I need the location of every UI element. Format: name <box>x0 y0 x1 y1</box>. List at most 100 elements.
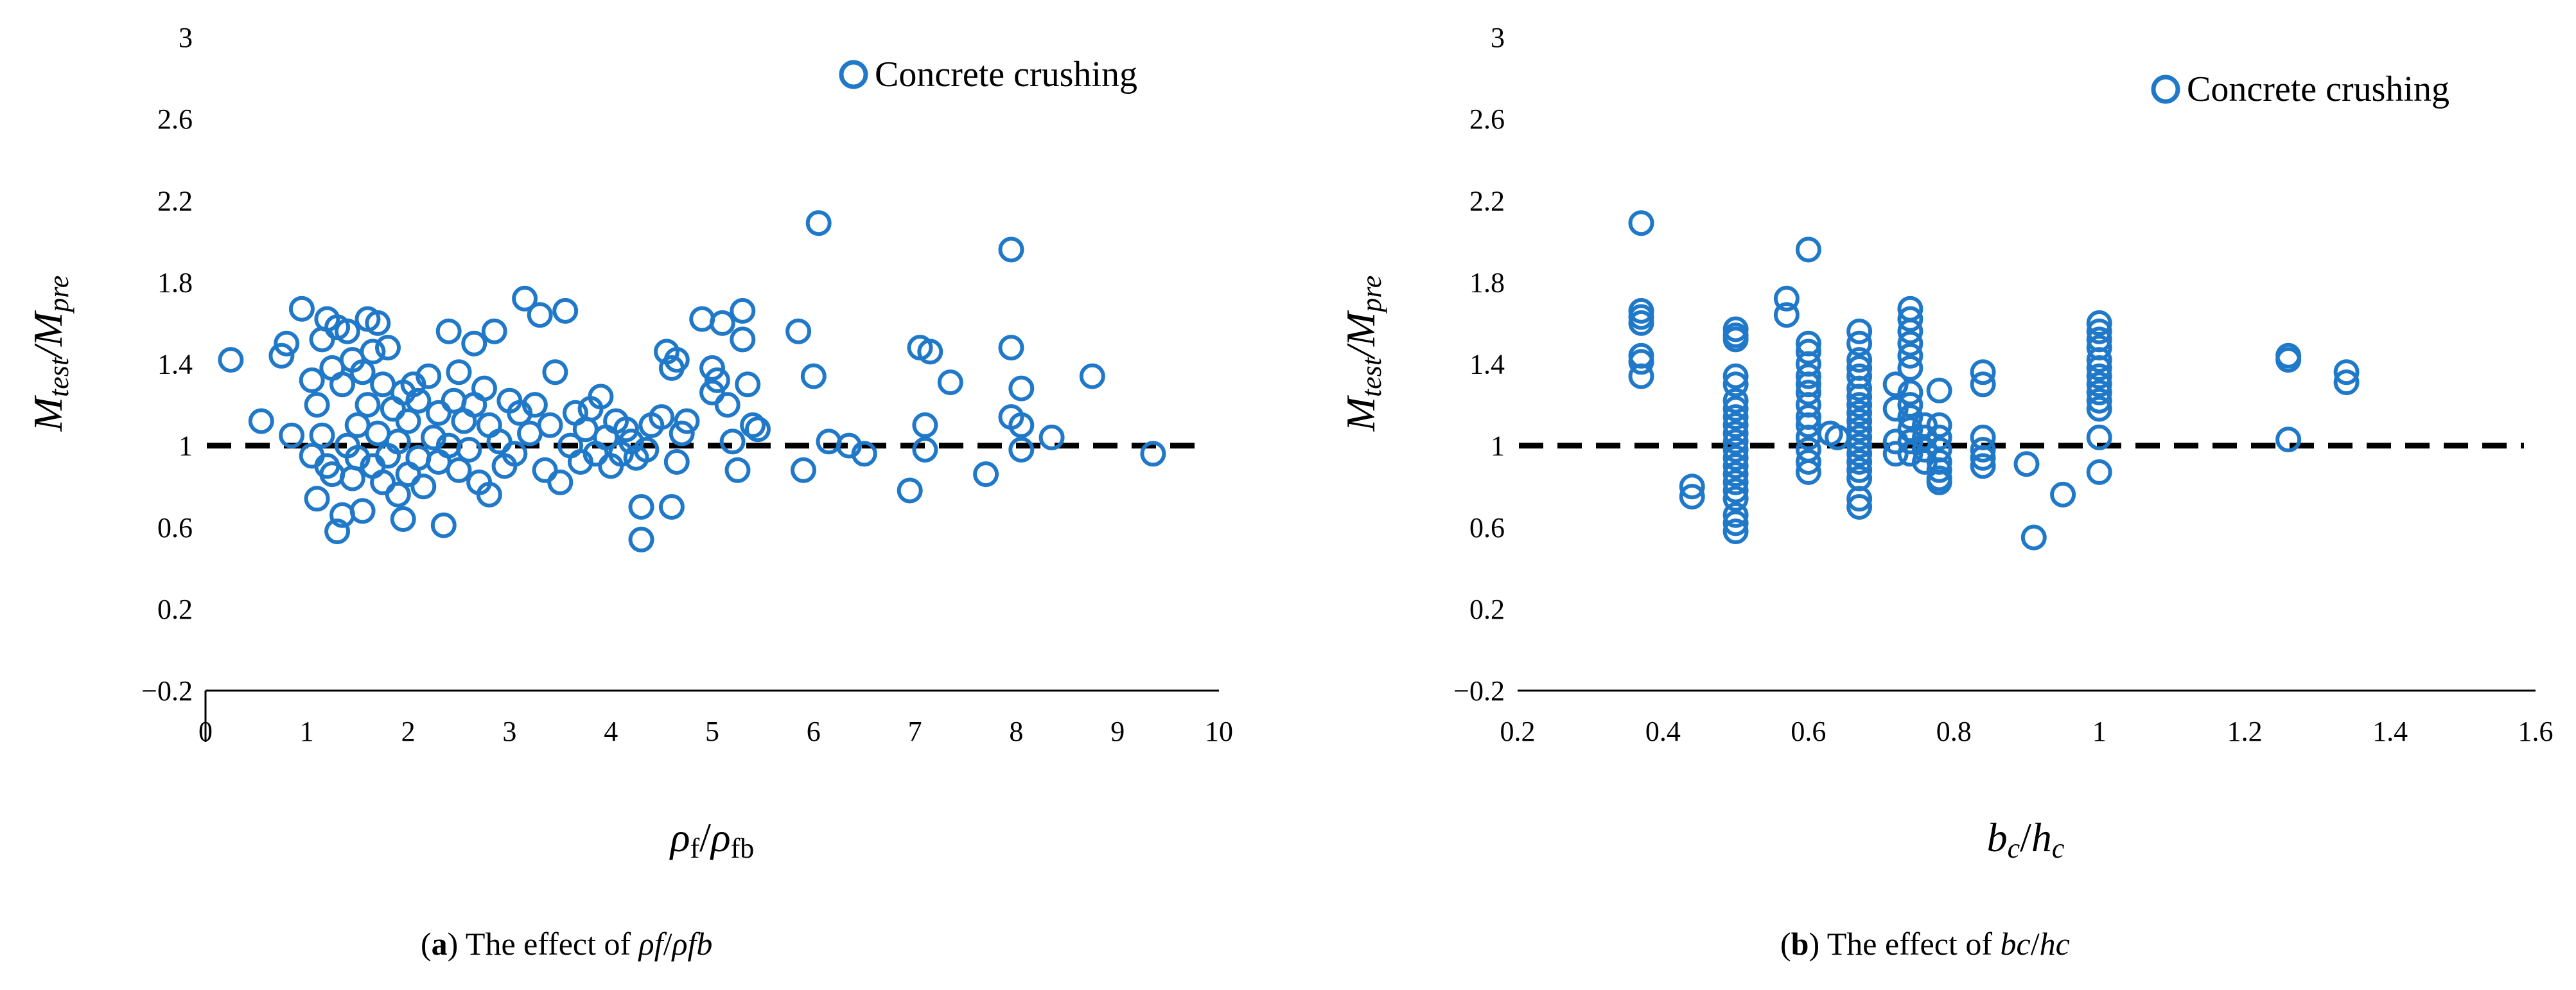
x-axis-title: bc/hc <box>1987 815 2065 864</box>
data-point <box>486 429 513 455</box>
data-point <box>2050 481 2076 508</box>
data-point <box>1722 420 1749 446</box>
data-point <box>1926 412 1952 438</box>
data-point <box>527 302 553 328</box>
data-point <box>1897 429 1923 455</box>
data-point <box>2086 310 2112 336</box>
x-axis-title: ρf/ρfb <box>669 815 755 864</box>
y-tick-label: 2.2 <box>1469 185 1505 217</box>
data-point <box>588 384 614 410</box>
x-tick-label: 3 <box>502 716 516 747</box>
y-tick-label: 1 <box>179 430 193 462</box>
data-point <box>1722 445 1749 471</box>
data-point <box>349 359 376 385</box>
data-point <box>1722 363 1749 389</box>
data-point <box>360 339 386 365</box>
data-point <box>2333 359 2360 385</box>
chart-panel-a: −0.20.20.611.41.82.22.63012345678910 Con… <box>25 22 1233 864</box>
data-point <box>1628 363 1654 389</box>
x-tick-label: 1.2 <box>2227 716 2263 747</box>
data-point <box>937 369 963 396</box>
y-tick-label: 1 <box>1491 430 1505 462</box>
data-point <box>1140 441 1166 467</box>
data-point <box>719 429 746 455</box>
data-point <box>628 494 654 520</box>
data-point <box>1773 302 1800 328</box>
data-point <box>1897 342 1923 369</box>
data-point <box>1897 380 1923 405</box>
data-point <box>912 437 938 463</box>
data-point <box>730 297 756 324</box>
data-point <box>1722 437 1749 463</box>
data-point <box>1846 494 1873 520</box>
data-point <box>1882 371 1909 398</box>
data-point <box>1846 318 1873 344</box>
y-tick-label: 2.2 <box>157 185 193 217</box>
data-point <box>552 297 579 324</box>
data-point <box>537 412 563 438</box>
data-point <box>2333 369 2360 396</box>
legend-label: Concrete crushing <box>875 55 1137 94</box>
y-tick-label: 0.2 <box>157 594 193 625</box>
data-point <box>1722 412 1749 438</box>
data-point <box>1795 339 1821 365</box>
x-tick-label: 0.6 <box>1791 716 1826 747</box>
data-point <box>674 408 700 434</box>
x-tick-label: 1.6 <box>2518 716 2554 747</box>
data-point <box>1679 484 1705 510</box>
data-point <box>735 371 761 398</box>
data-point <box>542 359 568 385</box>
data-point <box>1722 477 1749 504</box>
data-point <box>502 441 528 467</box>
data-point <box>430 512 457 538</box>
data-point <box>1722 510 1749 536</box>
y-tick-label: 3 <box>179 22 193 53</box>
data-point <box>1795 412 1821 438</box>
data-point <box>1846 347 1873 373</box>
data-point <box>299 367 325 393</box>
data-point <box>1722 518 1749 545</box>
data-point <box>628 526 654 552</box>
data-point <box>1970 453 1996 479</box>
data-point <box>633 437 660 463</box>
y-axis-title: Mtest/Mpre <box>1338 276 1387 432</box>
x-tick-label: 0.2 <box>1500 716 1536 747</box>
data-point <box>446 457 472 483</box>
y-tick-label: −0.2 <box>141 675 193 707</box>
data-point <box>1897 306 1923 332</box>
legend: Concrete crushing <box>839 55 1137 94</box>
data-point <box>663 347 690 373</box>
caption-b: (b) The effect of bc/hc <box>1780 926 2070 962</box>
data-point <box>1722 429 1749 455</box>
data-point <box>441 387 467 414</box>
data-point <box>1773 285 1800 312</box>
data-point <box>1846 441 1873 467</box>
data-point <box>2086 459 2112 485</box>
data-point <box>1846 457 1873 483</box>
y-tick-label: 3 <box>1491 22 1505 53</box>
data-point <box>613 416 639 443</box>
data-point <box>461 330 487 357</box>
data-point <box>324 518 351 545</box>
data-point <box>288 296 315 322</box>
data-point <box>512 285 538 312</box>
x-tick-label: 2 <box>401 716 416 747</box>
data-point <box>805 210 832 236</box>
data-point <box>1897 392 1923 418</box>
data-point <box>998 236 1024 263</box>
data-point <box>1897 404 1923 430</box>
data-point <box>2086 363 2112 389</box>
data-point <box>649 404 675 430</box>
x-tick-label: 5 <box>705 716 719 747</box>
x-tick-label: 6 <box>807 716 821 747</box>
data-point <box>425 400 451 426</box>
data-point <box>476 481 502 508</box>
data-point <box>730 326 756 353</box>
data-point <box>740 412 766 438</box>
data-point <box>1846 416 1873 443</box>
data-point <box>1897 416 1923 443</box>
data-point <box>1846 424 1873 450</box>
chart-panel-b: −0.2 0.2 0.6 1 1.4 1.8 2.2 2.6 3 0.2 0.4 0.6 0.8 1 1.2… <box>1338 22 2554 864</box>
legend-marker <box>839 60 868 89</box>
